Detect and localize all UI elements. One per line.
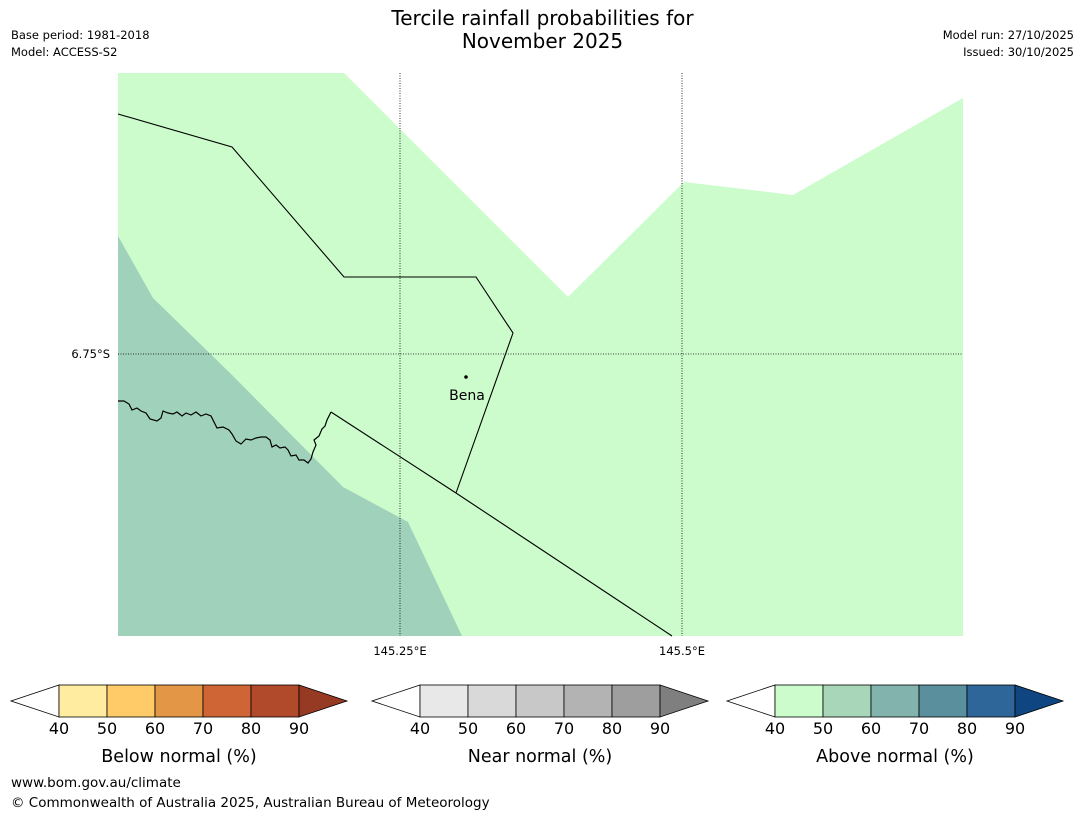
near-normal-legend-bin xyxy=(611,684,661,718)
below-normal-legend-label: Below normal (%) xyxy=(101,747,256,767)
title-line-2: November 2025 xyxy=(461,29,624,53)
bena-label: Bena xyxy=(449,388,485,404)
below-normal-legend: 40 50 60 70 80 90 Below normal (%) xyxy=(9,684,349,767)
below-normal-legend-tick: 40 xyxy=(49,719,69,738)
near-normal-legend-bin xyxy=(515,684,565,718)
legends: 40 50 60 70 80 90 Below normal (%) 40 50 60 70 80 90… xyxy=(9,684,1065,767)
above-normal-legend-tick: 50 xyxy=(813,719,833,738)
above-normal-legend-min-extend xyxy=(725,684,776,718)
model-run-text: Model run: 27/10/2025 xyxy=(942,28,1074,42)
province-boundary-north xyxy=(117,113,514,494)
below-normal-legend-bin xyxy=(154,684,204,718)
near-normal-legend-tick: 70 xyxy=(554,719,574,738)
above-normal-legend-tick: 70 xyxy=(909,719,929,738)
model-text: Model: ACCESS-S2 xyxy=(11,45,118,59)
near-normal-legend-tick: 50 xyxy=(458,719,478,738)
above-normal-legend: 40 50 60 70 80 90 Above normal (%) xyxy=(725,684,1065,767)
base-period-text: Base period: 1981-2018 xyxy=(11,28,150,42)
near-normal-legend-tick: 60 xyxy=(506,719,526,738)
near-normal-legend-tick: 90 xyxy=(650,719,670,738)
below-normal-legend-tick: 90 xyxy=(289,719,309,738)
below-normal-legend-min-extend xyxy=(9,684,60,718)
footer-copyright: © Commonwealth of Australia 2025, Austra… xyxy=(11,795,490,811)
run-info: Model run: 27/10/2025 Issued: 30/10/2025 xyxy=(943,27,1074,61)
below-normal-legend-bin xyxy=(58,684,108,718)
latitude-label: 6.75°S xyxy=(71,347,110,361)
below-normal-legend-bin xyxy=(106,684,156,718)
near-normal-legend-tick: 80 xyxy=(602,719,622,738)
below-normal-legend-bin xyxy=(250,684,300,718)
below-normal-legend-tick: 60 xyxy=(145,719,165,738)
model-info: Base period: 1981-2018 Model: ACCESS-S2 xyxy=(11,27,150,61)
near-normal-legend: 40 50 60 70 80 90 Near normal (%) xyxy=(370,684,710,767)
above-normal-legend-bin xyxy=(870,684,920,718)
longitude-label-1: 145.25°E xyxy=(373,644,426,658)
issued-text: Issued: 30/10/2025 xyxy=(963,45,1074,59)
map-panel: Bena 6.75°S 145.25°E 145.5°E xyxy=(71,73,963,658)
near-normal-legend-bin xyxy=(467,684,517,718)
above-normal-legend-bin xyxy=(774,684,824,718)
province-boundary-south xyxy=(330,411,673,637)
below-normal-legend-bin xyxy=(202,684,252,718)
below-normal-legend-max-extend xyxy=(298,684,349,718)
near-normal-legend-bin xyxy=(563,684,613,718)
below-normal-legend-tick: 80 xyxy=(241,719,261,738)
near-normal-legend-tick: 40 xyxy=(410,719,430,738)
longitude-label-2: 145.5°E xyxy=(659,644,705,658)
river-line xyxy=(118,400,332,464)
above-normal-50-60-region xyxy=(118,236,462,636)
above-normal-legend-label: Above normal (%) xyxy=(816,747,974,767)
bena-marker xyxy=(464,375,468,379)
above-normal-legend-bin xyxy=(966,684,1016,718)
above-normal-legend-tick: 40 xyxy=(765,719,785,738)
below-normal-legend-tick: 50 xyxy=(97,719,117,738)
footer-url: www.bom.gov.au/climate xyxy=(11,775,181,791)
title-line-1: Tercile rainfall probabilities for xyxy=(391,6,694,30)
above-normal-legend-tick: 90 xyxy=(1005,719,1025,738)
page-title: Tercile rainfall probabilities for Novem… xyxy=(0,7,1085,53)
below-normal-legend-tick: 70 xyxy=(193,719,213,738)
above-normal-legend-bin xyxy=(918,684,968,718)
above-normal-legend-tick: 80 xyxy=(957,719,977,738)
near-normal-legend-max-extend xyxy=(659,684,710,718)
above-normal-legend-max-extend xyxy=(1014,684,1065,718)
near-normal-legend-label: Near normal (%) xyxy=(468,747,613,767)
above-normal-legend-tick: 60 xyxy=(861,719,881,738)
near-normal-legend-bin xyxy=(419,684,469,718)
above-normal-legend-bin xyxy=(822,684,872,718)
near-normal-legend-min-extend xyxy=(370,684,421,718)
